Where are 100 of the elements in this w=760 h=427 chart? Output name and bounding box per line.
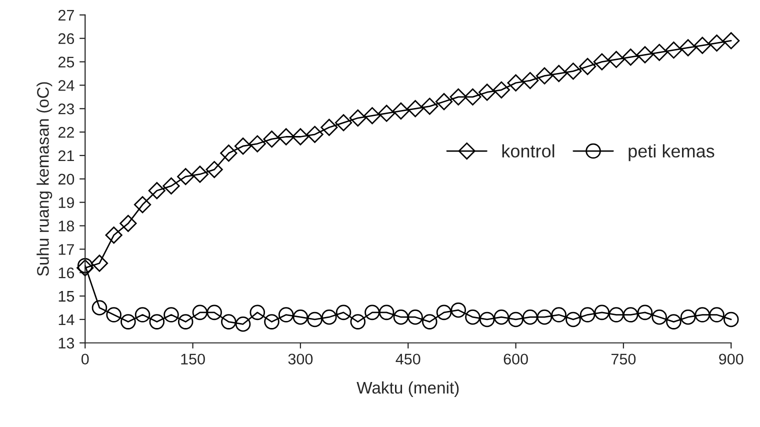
point — [90, 254, 108, 272]
y-tick-label: 18 — [58, 220, 74, 232]
point — [393, 309, 409, 325]
point — [652, 309, 667, 325]
y-tick-label: 26 — [58, 33, 74, 44]
point — [508, 312, 524, 328]
legend-label: peti kemas — [628, 144, 714, 162]
y-tick-label: 15 — [58, 291, 74, 302]
point — [479, 312, 495, 328]
point — [191, 166, 209, 183]
point — [680, 309, 696, 325]
point — [622, 307, 638, 322]
point — [350, 314, 366, 330]
point — [680, 39, 697, 56]
point — [408, 309, 423, 325]
point — [723, 312, 739, 328]
point — [105, 226, 122, 244]
point — [336, 304, 352, 320]
point — [594, 304, 610, 320]
point — [406, 100, 424, 118]
point — [149, 314, 165, 330]
point — [235, 316, 251, 332]
point — [106, 307, 122, 322]
point — [92, 300, 108, 316]
legend-label: kontrol — [502, 144, 554, 158]
y-tick-label: 20 — [58, 174, 74, 185]
point — [148, 182, 166, 200]
point — [722, 32, 740, 50]
point — [550, 64, 568, 82]
x-tick-label: 600 — [504, 354, 528, 365]
y-tick-label: 13 — [58, 338, 74, 349]
point — [694, 36, 711, 54]
y-axis-title: Suhu ruang kemasan (oC) — [36, 82, 52, 276]
point — [322, 309, 337, 325]
point — [608, 307, 624, 322]
point — [392, 102, 410, 120]
point — [650, 44, 668, 61]
point — [564, 62, 582, 80]
y-tick-label: 16 — [58, 267, 74, 278]
point — [134, 196, 152, 214]
point — [478, 84, 496, 101]
point — [450, 302, 466, 318]
y-tick-label: 27 — [58, 10, 74, 20]
point — [464, 88, 482, 106]
point — [566, 312, 581, 328]
point — [622, 48, 640, 66]
point — [378, 104, 396, 122]
point — [278, 128, 295, 146]
point — [306, 126, 324, 143]
x-axis-title: Waktu (menit) — [356, 381, 459, 397]
point — [349, 109, 366, 127]
point — [192, 304, 208, 320]
y-tick-label: 19 — [58, 197, 74, 208]
y-tick-label: 23 — [58, 104, 74, 114]
y-tick-label: 22 — [58, 126, 74, 138]
point — [492, 81, 510, 98]
point — [709, 307, 724, 322]
point — [76, 259, 94, 276]
point — [551, 307, 566, 322]
point — [665, 42, 682, 59]
x-tick-label: 300 — [288, 354, 313, 365]
point — [522, 72, 539, 90]
point — [435, 93, 453, 110]
point — [364, 304, 380, 320]
point — [264, 314, 280, 330]
point — [221, 314, 236, 330]
point — [177, 168, 194, 186]
point — [579, 58, 596, 76]
point — [522, 309, 538, 325]
point — [278, 307, 294, 322]
point — [422, 314, 438, 330]
point — [421, 98, 438, 115]
x-tick-label: 450 — [396, 354, 420, 365]
y-tick-label: 14 — [58, 314, 74, 325]
point — [220, 144, 238, 162]
point — [292, 309, 308, 325]
x-tick-label: 750 — [611, 354, 636, 365]
point — [608, 50, 625, 68]
point — [206, 304, 222, 320]
point — [364, 107, 381, 124]
point — [334, 114, 352, 132]
point — [708, 34, 726, 52]
y-tick-label: 24 — [58, 80, 74, 91]
point — [120, 214, 137, 232]
point — [666, 314, 682, 330]
point — [307, 312, 322, 328]
x-tick-label: 150 — [181, 354, 205, 365]
point — [536, 67, 554, 84]
x-tick-label: 900 — [719, 354, 744, 365]
point — [263, 130, 280, 148]
point — [694, 307, 710, 322]
point — [162, 177, 180, 194]
point — [593, 53, 610, 70]
point — [494, 309, 510, 325]
point — [378, 304, 394, 320]
point — [164, 307, 179, 322]
point — [134, 307, 150, 322]
point — [292, 128, 310, 146]
y-tick-label: 17 — [58, 244, 74, 255]
point — [536, 309, 552, 325]
